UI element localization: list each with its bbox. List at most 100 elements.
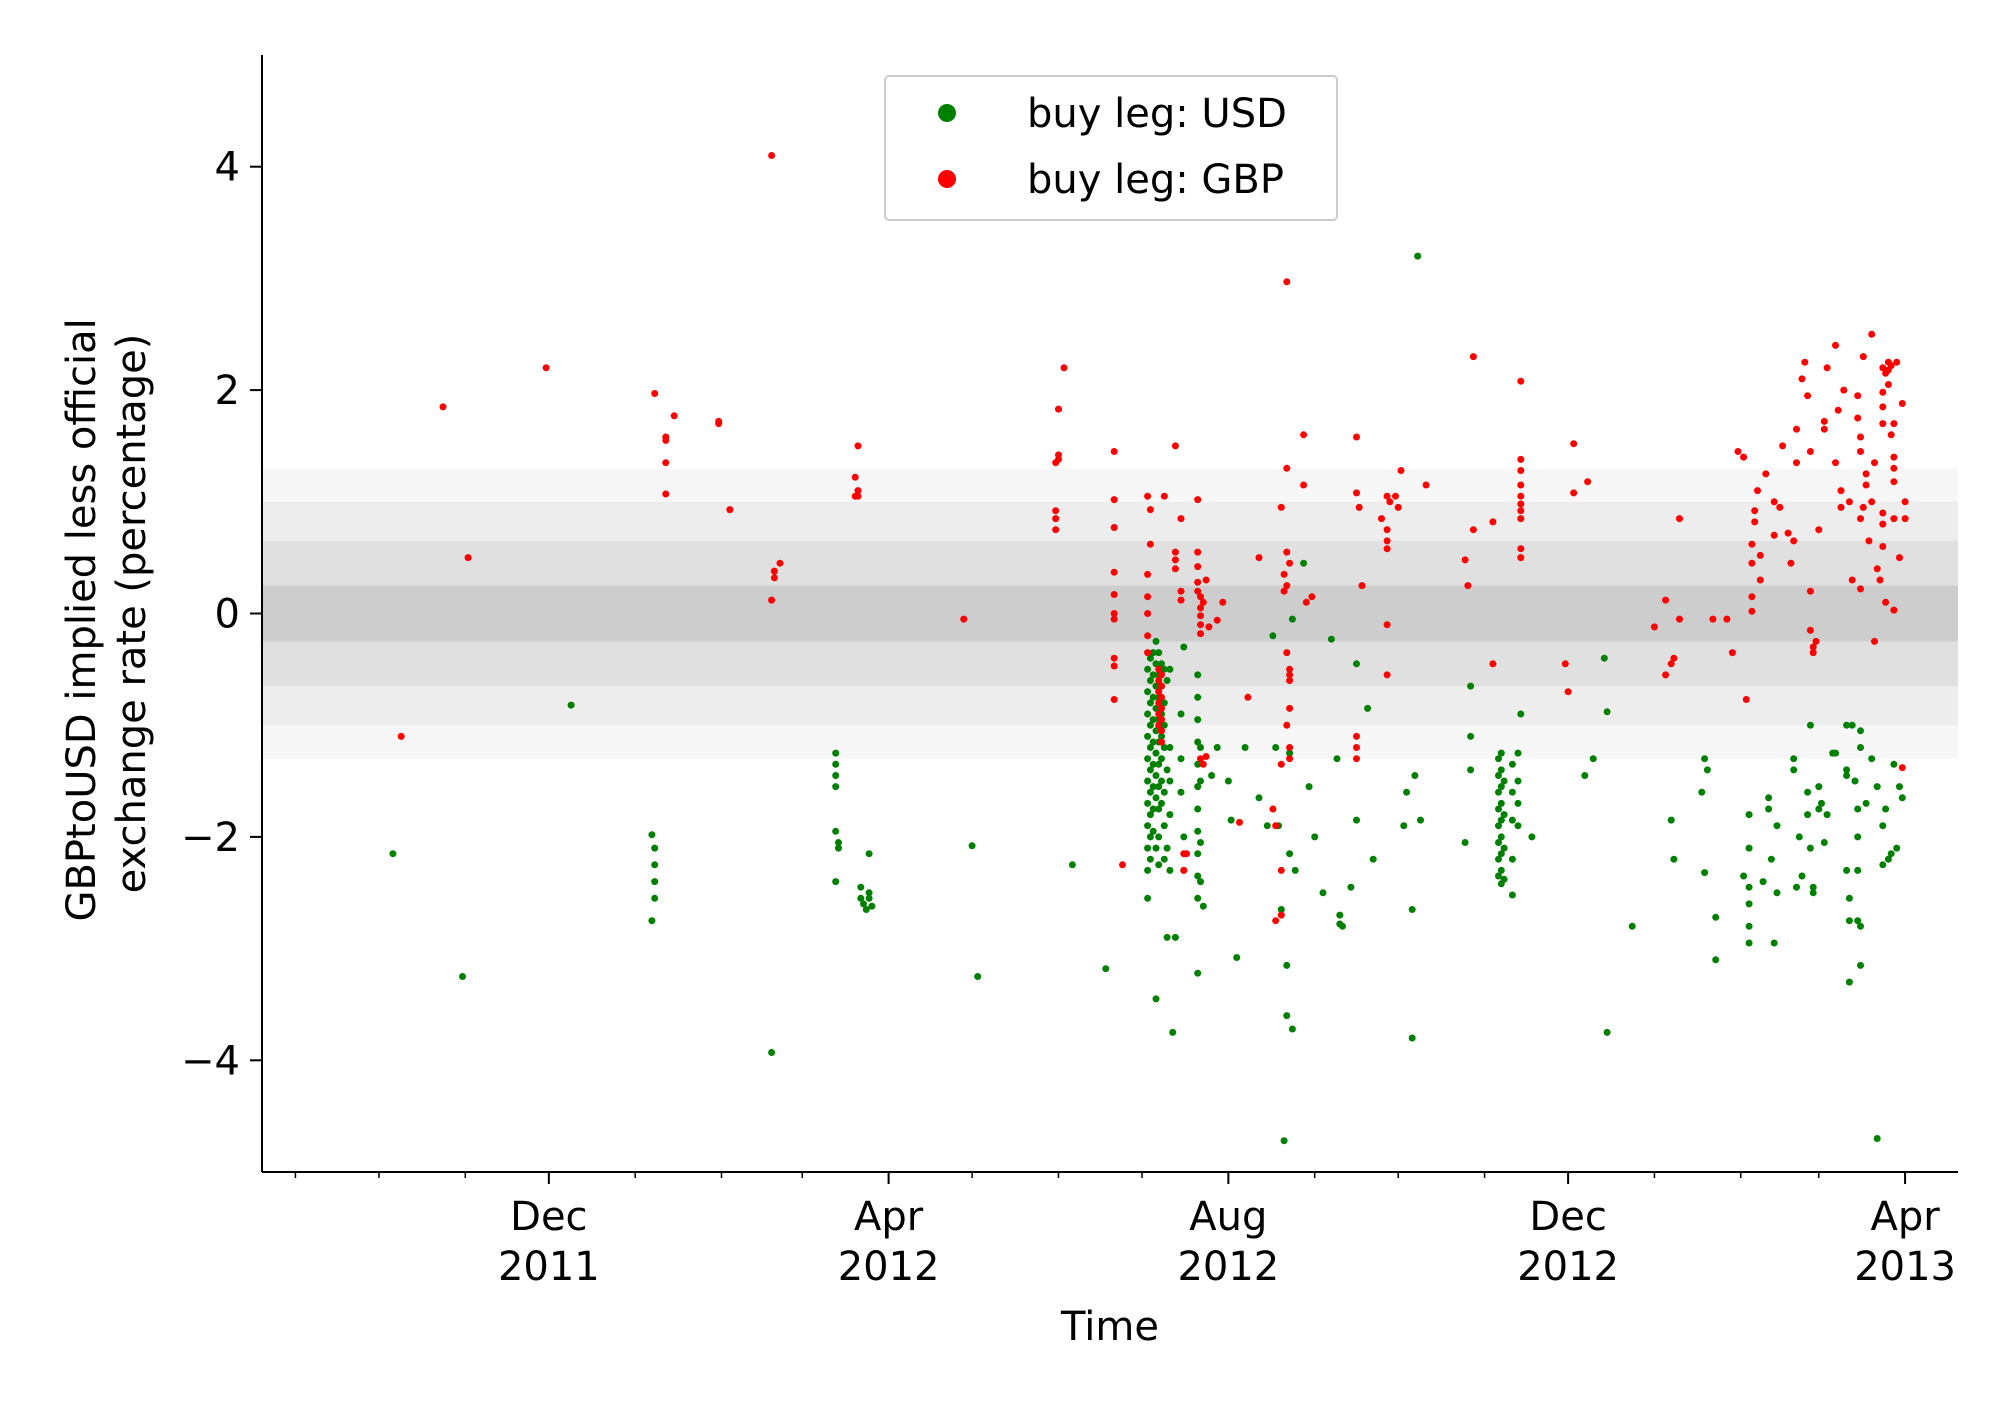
point-s1-226 (1868, 330, 1876, 338)
point-s1-163 (1662, 596, 1670, 604)
point-s0-234 (1790, 766, 1798, 774)
point-s1-123 (1353, 489, 1360, 497)
point-s0-147 (1291, 866, 1299, 874)
point-s0-200 (1514, 777, 1522, 785)
point-s0-41 (1146, 654, 1154, 662)
point-s1-121 (1308, 593, 1316, 601)
point-s1-21 (854, 492, 862, 500)
x-tick-label-0-0: Dec (510, 1194, 587, 1240)
point-s0-113 (1194, 716, 1202, 724)
point-s1-43 (1144, 492, 1152, 500)
point-s1-151 (1517, 492, 1525, 500)
point-s0-1 (459, 973, 466, 980)
point-s0-129 (1213, 744, 1221, 751)
point-s0-6 (651, 878, 659, 886)
point-s0-182 (1497, 766, 1505, 774)
point-s0-40 (1144, 894, 1152, 902)
point-s0-164 (1408, 1034, 1416, 1042)
point-s0-78 (1155, 833, 1163, 841)
point-s0-135 (1263, 822, 1271, 830)
point-s0-100 (1166, 777, 1174, 785)
point-s0-271 (1873, 1135, 1881, 1142)
point-s0-83 (1158, 732, 1165, 740)
point-s0-35 (1144, 777, 1152, 785)
point-s0-64 (1152, 727, 1160, 735)
point-s1-5 (662, 490, 670, 498)
x-tick-label-4-1: 2013 (1854, 1244, 1956, 1290)
point-s1-209 (1834, 406, 1842, 414)
point-s1-219 (1857, 515, 1864, 523)
point-s0-116 (1194, 783, 1202, 791)
point-s1-93 (1236, 818, 1243, 826)
legend-label-usd: buy leg: USD (1027, 91, 1287, 137)
point-s0-55 (1149, 738, 1157, 746)
point-s1-12 (726, 506, 734, 514)
point-s1-170 (1723, 615, 1731, 623)
point-s0-177 (1495, 822, 1502, 830)
point-s1-192 (1793, 425, 1800, 433)
point-s1-199 (1806, 626, 1814, 634)
point-s0-235 (1793, 883, 1800, 891)
point-s1-189 (1784, 529, 1792, 537)
point-s1-223 (1862, 470, 1870, 478)
point-s0-56 (1149, 760, 1157, 768)
point-s0-95 (1163, 766, 1171, 774)
point-s1-52 (1155, 677, 1163, 684)
point-s1-185 (1770, 498, 1778, 506)
point-s1-220 (1857, 585, 1864, 593)
point-s1-31 (1060, 364, 1068, 372)
point-s0-225 (1745, 939, 1753, 947)
point-s1-54 (1155, 699, 1163, 707)
point-s1-55 (1155, 710, 1163, 718)
point-s1-73 (1180, 866, 1188, 874)
point-s1-148 (1517, 455, 1525, 463)
point-s1-178 (1748, 607, 1756, 615)
x-tick-label-0-1: 2011 (498, 1244, 600, 1290)
band-3 (262, 585, 1958, 642)
point-s0-11 (832, 760, 840, 768)
point-s0-232 (1773, 889, 1781, 897)
point-s1-70 (1177, 596, 1185, 604)
point-s1-194 (1798, 375, 1806, 383)
point-s1-137 (1397, 467, 1405, 474)
point-s0-28 (1068, 861, 1076, 869)
point-s0-124 (1197, 777, 1204, 785)
point-s0-126 (1197, 878, 1204, 886)
point-s0-262 (1854, 866, 1862, 874)
point-s0-131 (1227, 816, 1235, 824)
point-s0-251 (1843, 721, 1851, 729)
point-s1-113 (1286, 677, 1294, 684)
point-s0-156 (1339, 922, 1346, 930)
point-s0-29 (1102, 965, 1110, 973)
point-s0-61 (1152, 660, 1160, 668)
point-s0-130 (1224, 777, 1232, 785)
x-tick-label-1-0: Apr (854, 1194, 924, 1240)
point-s0-239 (1804, 811, 1812, 819)
point-s1-254 (1898, 400, 1906, 407)
point-s0-142 (1283, 961, 1291, 969)
point-s0-21 (862, 906, 870, 913)
point-s1-211 (1837, 503, 1845, 511)
point-s0-181 (1497, 749, 1505, 757)
point-s0-221 (1745, 844, 1753, 852)
point-s1-48 (1144, 649, 1152, 657)
point-s0-240 (1806, 721, 1814, 729)
point-s0-97 (1163, 933, 1171, 941)
point-s0-32 (1144, 710, 1152, 718)
point-s1-237 (1879, 520, 1887, 528)
point-s0-176 (1495, 805, 1502, 813)
point-s1-127 (1353, 744, 1360, 751)
point-s0-236 (1795, 833, 1803, 841)
point-s1-97 (1272, 822, 1280, 830)
point-s1-2 (464, 554, 472, 562)
point-s1-169 (1709, 615, 1717, 623)
point-s0-62 (1152, 682, 1160, 690)
point-s0-38 (1144, 844, 1152, 852)
point-s0-68 (1152, 844, 1160, 852)
point-s0-13 (832, 783, 840, 791)
point-s0-90 (1160, 744, 1168, 751)
point-s1-58 (1158, 682, 1165, 690)
point-s0-66 (1152, 772, 1160, 779)
y-tick-label-3: 2 (215, 368, 240, 414)
